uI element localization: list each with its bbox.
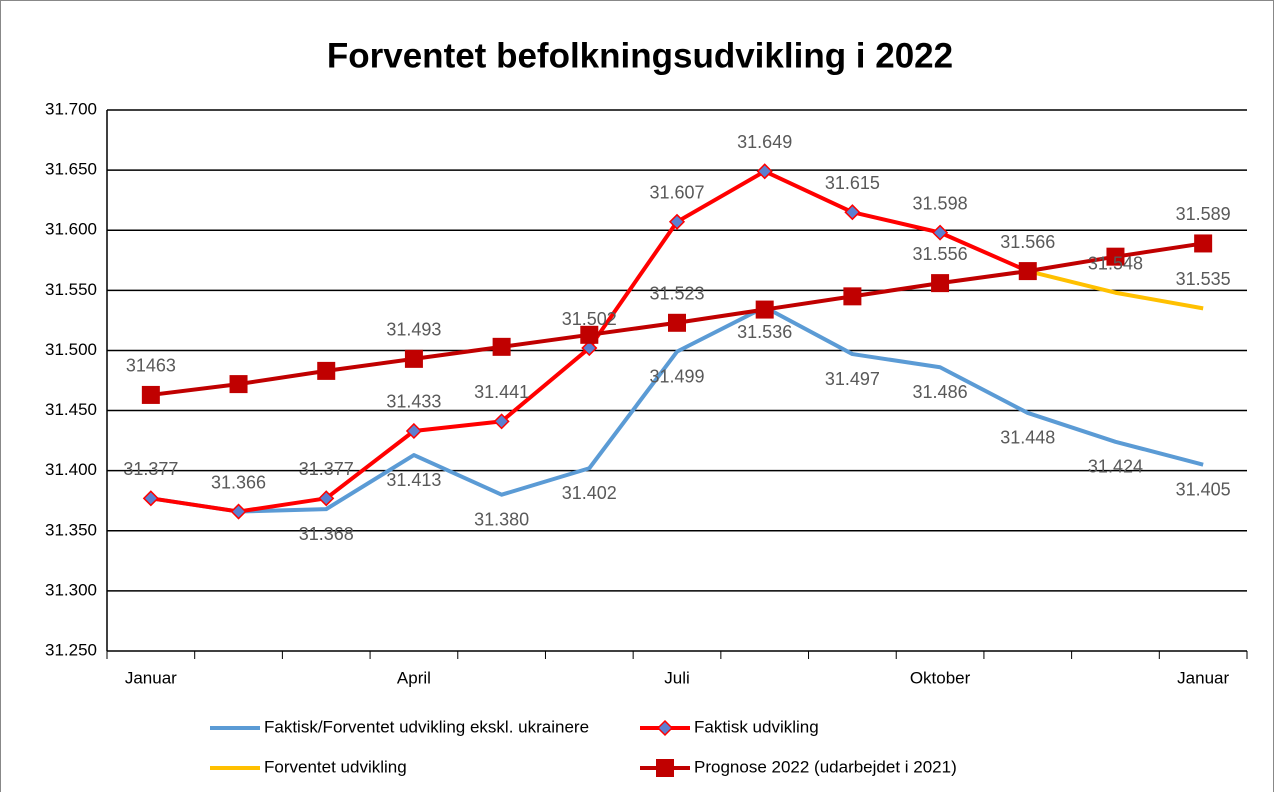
data-label: 31.535: [1176, 269, 1231, 289]
data-label: 31.523: [649, 284, 704, 304]
y-tick-label: 31.700: [45, 99, 97, 118]
x-tick-label: Januar: [125, 668, 177, 687]
data-label: 31.413: [386, 470, 441, 490]
legend-label: Faktisk udvikling: [694, 717, 819, 736]
data-label: 31.377: [123, 459, 178, 479]
data-label: 31.448: [1000, 428, 1055, 448]
data-label: 31.368: [299, 524, 354, 544]
y-tick-label: 31.650: [45, 160, 97, 179]
marker: [141, 385, 160, 404]
marker: [404, 349, 423, 368]
data-label: 31463: [126, 356, 176, 376]
x-tick-label: April: [397, 668, 431, 687]
data-label: 31.486: [913, 382, 968, 402]
y-tick-label: 31.600: [45, 220, 97, 239]
marker: [581, 339, 598, 357]
marker: [668, 313, 686, 332]
marker: [405, 422, 422, 440]
x-tick-label: Oktober: [910, 668, 971, 687]
data-label: 31.405: [1176, 479, 1231, 499]
x-tick-label: Juli: [664, 668, 690, 687]
y-tick-label: 31.250: [45, 640, 97, 659]
data-label: 31.377: [299, 459, 354, 479]
data-label: 31.548: [1088, 253, 1143, 273]
y-tick-label: 31.550: [45, 280, 97, 299]
legend-label: Prognose 2022 (udarbejdet i 2021): [694, 757, 957, 776]
y-tick-label: 31.500: [45, 340, 97, 359]
marker: [656, 759, 674, 777]
data-label: 31.566: [1000, 232, 1055, 252]
data-label: 31.598: [913, 193, 968, 213]
data-label: 31.502: [562, 309, 617, 329]
data-label: 31.497: [825, 369, 880, 389]
marker: [931, 274, 950, 293]
y-tick-label: 31.300: [45, 580, 97, 599]
data-label: 31.589: [1176, 204, 1231, 224]
chart-title: Forventet befolkningsudvikling i 2022: [327, 36, 953, 75]
data-label: 31.649: [737, 132, 792, 152]
marker: [756, 163, 773, 180]
data-label: 31.366: [211, 472, 266, 492]
data-label: 31.380: [474, 509, 529, 529]
marker: [1106, 247, 1125, 266]
marker: [755, 300, 774, 319]
data-label: 31.441: [474, 382, 529, 402]
data-label: 31.615: [825, 173, 880, 193]
marker: [493, 413, 510, 430]
series-line: [1027, 269, 1204, 311]
data-label: 31.556: [913, 244, 968, 264]
marker: [580, 325, 599, 344]
marker: [142, 490, 159, 507]
data-label: 31.536: [737, 322, 792, 342]
marker: [1194, 234, 1213, 253]
data-label: 31.499: [649, 366, 704, 386]
marker: [1018, 262, 1037, 281]
marker: [318, 490, 335, 507]
y-tick-label: 31.400: [45, 460, 97, 479]
legend-label: Faktisk/Forventet udvikling ekskl. ukrai…: [264, 717, 589, 736]
marker: [230, 503, 247, 520]
marker: [492, 337, 511, 356]
marker: [317, 361, 336, 380]
marker: [229, 375, 248, 394]
marker: [843, 287, 862, 306]
data-label: 31.402: [562, 483, 617, 503]
legend-label: Forventet udvikling: [264, 757, 407, 776]
y-tick-label: 31.450: [45, 400, 97, 419]
marker: [656, 719, 674, 737]
marker: [668, 213, 686, 230]
data-label: 31.433: [386, 392, 441, 412]
data-label: 31.424: [1088, 457, 1143, 477]
data-label: 31.493: [386, 320, 441, 340]
x-tick-label: Januar: [1177, 668, 1229, 687]
marker: [932, 224, 949, 241]
series-line: [150, 305, 1204, 514]
y-tick-label: 31.350: [45, 520, 97, 539]
data-label: 31.607: [649, 183, 704, 203]
marker: [844, 204, 861, 221]
